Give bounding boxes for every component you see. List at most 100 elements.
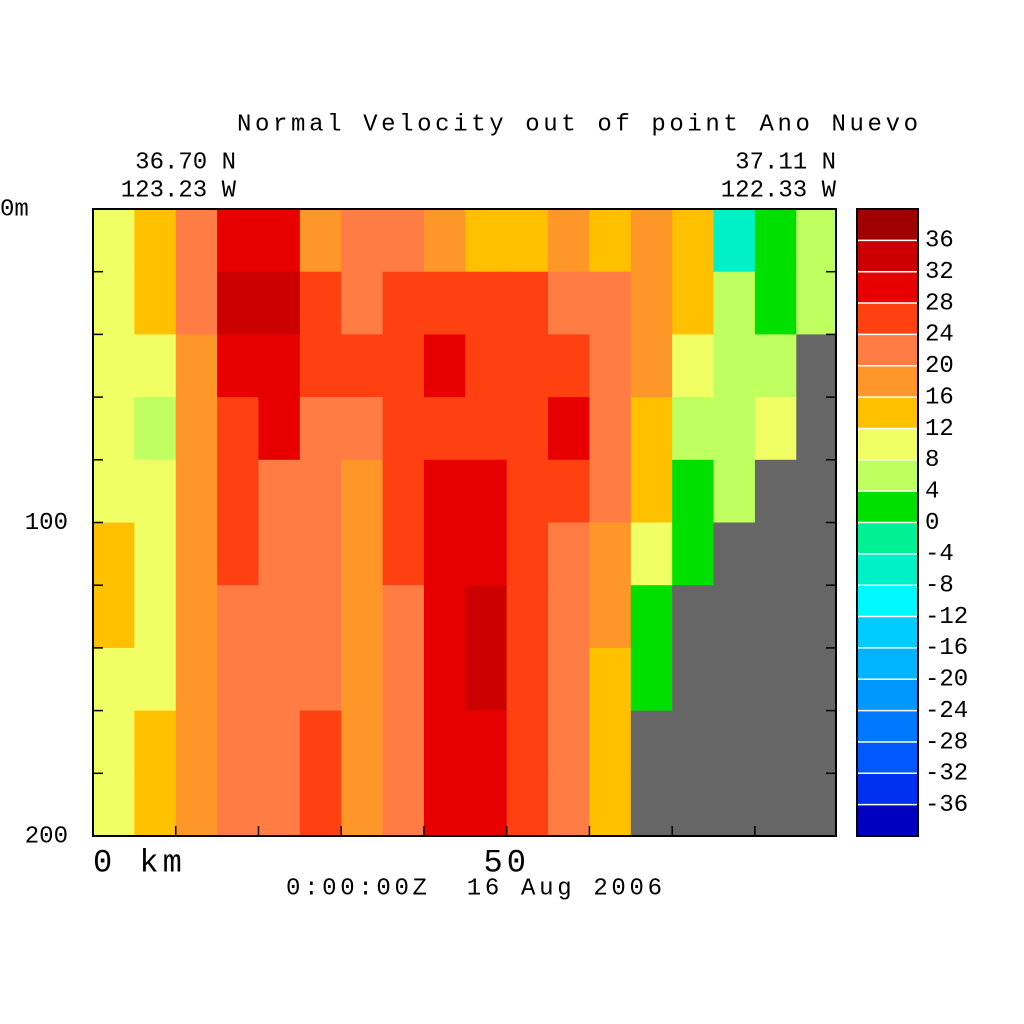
contour-cell	[589, 271, 632, 335]
contour-cell	[299, 334, 342, 398]
contour-cell	[341, 334, 384, 398]
colorbar-label: -24	[925, 698, 968, 725]
contour-cell	[548, 522, 590, 586]
contour-cell	[299, 397, 342, 461]
contour-cell	[217, 773, 259, 837]
contour-cell	[672, 459, 715, 523]
land	[796, 522, 837, 586]
contour-cell	[423, 773, 466, 837]
contour-cell	[93, 397, 135, 461]
contour-cell	[630, 209, 673, 273]
land	[713, 585, 756, 649]
contour-cell	[506, 397, 549, 461]
colorbar-label: -28	[925, 729, 968, 756]
contour-cell	[258, 710, 301, 774]
contour-cell	[423, 647, 466, 712]
land	[672, 647, 715, 712]
contour-cell	[299, 459, 342, 523]
land	[713, 522, 756, 586]
contour-cell	[506, 209, 549, 273]
contour-cell	[217, 209, 259, 273]
colorbar-bin	[857, 710, 918, 743]
contour-cell	[423, 397, 466, 461]
corner-label: 37.11 N	[735, 149, 836, 176]
colorbar-label: 16	[925, 384, 954, 411]
contour-cell	[258, 271, 301, 335]
contour-cell	[465, 585, 508, 649]
colorbar-label: -8	[925, 573, 954, 600]
land	[796, 647, 837, 712]
contour-cell	[630, 522, 673, 586]
x-tick-label: 0 km	[93, 844, 186, 881]
contour-cell	[217, 271, 259, 335]
contour-cell	[175, 773, 218, 837]
land	[754, 459, 797, 523]
contour-cell	[299, 710, 342, 774]
contour-cell	[630, 585, 673, 649]
colorbar-label: -4	[925, 541, 954, 568]
land	[672, 710, 715, 774]
contour-cell	[299, 271, 342, 335]
chart-title: Normal Velocity out of point Ano Nuevo	[237, 111, 918, 138]
colorbar-bin	[857, 679, 918, 712]
contour-cell	[258, 647, 301, 712]
contour-cell	[465, 522, 508, 586]
contour-cell	[382, 271, 425, 335]
contour-cell	[672, 522, 715, 586]
contour-cell	[299, 209, 342, 273]
contour-cell	[713, 209, 756, 273]
contour-cell	[423, 209, 466, 273]
contour-cell	[258, 459, 301, 523]
contour-cell	[134, 397, 177, 461]
contour-cell	[382, 773, 425, 837]
contour-cell	[175, 585, 218, 649]
corner-label: 36.70 N	[135, 149, 236, 176]
contour-cell	[589, 459, 632, 523]
colorbar-bin	[857, 271, 918, 304]
land	[630, 773, 673, 837]
contour-cell	[217, 397, 259, 461]
land	[713, 710, 756, 774]
contour-cell	[258, 209, 301, 273]
contour-cell	[382, 397, 425, 461]
colorbar-bin	[857, 522, 918, 555]
land	[796, 459, 837, 523]
land	[672, 585, 715, 649]
contour-cell	[548, 585, 590, 649]
colorbar-label: 36	[925, 228, 954, 255]
contour-cell	[548, 334, 590, 398]
contour-cell	[548, 710, 590, 774]
land	[796, 710, 837, 774]
land	[754, 585, 797, 649]
contour-cell	[465, 710, 508, 774]
contour-cell	[506, 522, 549, 586]
contour-cell	[134, 459, 177, 523]
contour-cell	[217, 585, 259, 649]
contour-cell	[258, 397, 301, 461]
contour-cell	[382, 585, 425, 649]
contour-cell	[382, 334, 425, 398]
contour-cell	[341, 397, 384, 461]
contour-cell	[341, 773, 384, 837]
contour-cell	[548, 209, 590, 273]
land	[754, 647, 797, 712]
colorbar-bin	[857, 741, 918, 774]
colorbar-bin	[857, 585, 918, 618]
contour-cell	[134, 773, 177, 837]
contour-cell	[465, 209, 508, 273]
contour-cell	[589, 710, 632, 774]
land	[672, 773, 715, 837]
colorbar-label: -16	[925, 635, 968, 662]
contour-cell	[630, 397, 673, 461]
colorbar-label: 32	[925, 259, 954, 286]
contour-cell	[506, 585, 549, 649]
contour-cell	[175, 522, 218, 586]
colorbar-label: 12	[925, 416, 954, 443]
contour-cell	[548, 397, 590, 461]
corner-label: 123.23 W	[121, 177, 237, 204]
colorbar-bin	[857, 647, 918, 680]
time-label: 0:00:00Z 16 Aug 2006	[286, 875, 662, 902]
contour-cell	[713, 334, 756, 398]
contour-cell	[258, 773, 301, 837]
